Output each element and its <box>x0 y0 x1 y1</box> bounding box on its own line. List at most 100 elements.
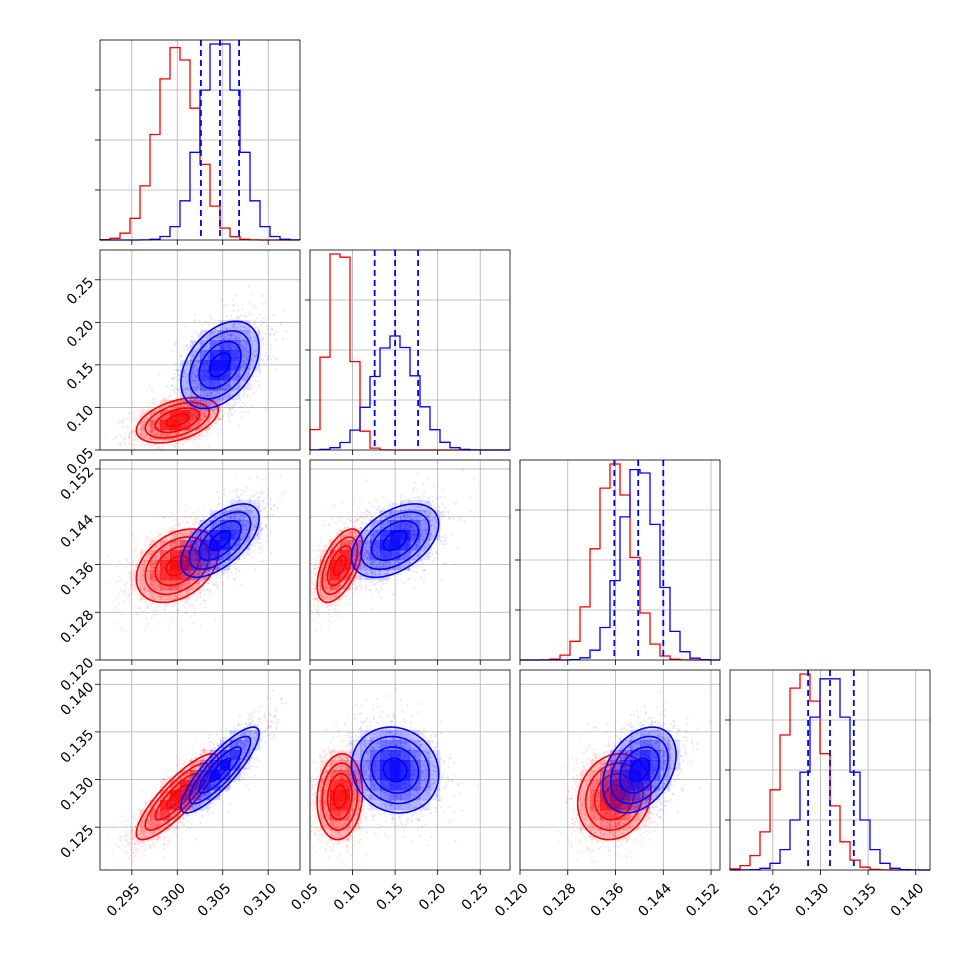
scatter-point <box>184 413 188 416</box>
scatter-point <box>116 621 119 624</box>
scatter-point <box>167 434 170 438</box>
scatter-point <box>196 386 199 389</box>
scatter-point <box>173 391 176 394</box>
scatter-point <box>167 395 170 398</box>
hist2d-cell <box>170 420 181 431</box>
scatter-point <box>153 431 156 434</box>
scatter-point <box>205 430 208 433</box>
scatter-point <box>143 423 146 426</box>
scatter-point <box>259 313 262 316</box>
scatter-point <box>176 400 179 403</box>
scatter-point <box>160 402 163 405</box>
scatter-point <box>173 445 176 448</box>
scatter-point <box>226 412 230 415</box>
scatter-point <box>220 573 224 576</box>
scatter-point <box>196 397 199 400</box>
scatter-point <box>173 570 177 574</box>
scatter-point <box>252 392 255 395</box>
scatter-point <box>134 410 137 414</box>
scatter-point <box>220 427 224 431</box>
scatter-point <box>208 394 212 397</box>
scatter-point <box>254 307 258 310</box>
scatter-point <box>140 415 143 418</box>
scatter-point <box>169 444 172 447</box>
scatter-point <box>191 420 194 423</box>
scatter-point <box>225 384 229 387</box>
scatter-point <box>237 317 241 320</box>
scatter-point <box>209 420 212 423</box>
scatter-point <box>195 375 198 378</box>
scatter-point <box>188 604 191 607</box>
scatter-point <box>183 428 187 431</box>
scatter-point <box>156 416 159 419</box>
scatter-point <box>232 309 235 313</box>
scatter-point <box>261 323 264 326</box>
scatter-point <box>250 387 253 391</box>
scatter-point <box>268 344 272 347</box>
scatter-point <box>112 600 115 603</box>
scatter-point <box>139 433 142 436</box>
scatter-point <box>262 302 265 305</box>
scatter-point <box>141 411 145 414</box>
scatter-point <box>171 349 174 352</box>
scatter-point <box>205 409 208 412</box>
scatter-point <box>259 325 263 328</box>
scatter-point <box>173 444 176 447</box>
scatter-point <box>156 416 159 419</box>
scatter-point <box>207 337 210 340</box>
scatter-point <box>197 517 200 520</box>
scatter-point <box>261 337 264 340</box>
scatter-point <box>180 354 183 357</box>
scatter-point <box>138 424 141 427</box>
scatter-point <box>114 435 117 439</box>
scatter-point <box>174 362 177 365</box>
scatter-point <box>270 551 273 554</box>
scatter-point <box>133 418 136 421</box>
scatter-point <box>199 405 202 408</box>
scatter-point <box>149 408 152 411</box>
scatter-point <box>272 314 275 317</box>
scatter-point <box>195 387 198 390</box>
scatter-point <box>246 350 249 353</box>
scatter-point <box>199 625 202 628</box>
scatter-point <box>238 569 241 572</box>
scatter-point <box>238 424 241 428</box>
hist2d-cell <box>180 400 191 411</box>
scatter-point <box>232 404 235 407</box>
scatter-point <box>140 422 143 425</box>
scatter-point <box>225 404 228 407</box>
scatter-point <box>162 433 165 436</box>
scatter-point <box>244 363 247 366</box>
scatter-point <box>243 490 246 493</box>
scatter-point <box>227 576 230 579</box>
scatter-point <box>134 549 138 552</box>
scatter-point <box>244 363 247 366</box>
scatter-point <box>180 435 183 438</box>
scatter-point <box>170 548 173 551</box>
scatter-point <box>240 489 243 492</box>
scatter-point <box>128 435 131 438</box>
scatter-point <box>121 629 124 632</box>
scatter-point <box>186 403 189 406</box>
scatter-point <box>154 433 157 436</box>
scatter-point <box>236 387 239 390</box>
scatter-point <box>181 399 185 403</box>
scatter-point <box>154 570 157 573</box>
scatter-point <box>229 407 232 411</box>
hist2d-cell <box>160 400 171 411</box>
scatter-point <box>160 428 163 432</box>
scatter-point <box>194 399 197 402</box>
scatter-point <box>265 496 269 499</box>
scatter-point <box>168 407 171 410</box>
hist2d-cell <box>180 430 191 441</box>
scatter-point <box>118 592 121 595</box>
scatter-point <box>137 606 141 610</box>
scatter-point <box>151 412 154 415</box>
scatter-point <box>203 412 206 415</box>
scatter-point <box>189 584 192 587</box>
scatter-point <box>184 587 187 590</box>
scatter-point <box>123 588 126 591</box>
scatter-point <box>178 436 181 439</box>
scatter-point <box>180 395 183 398</box>
